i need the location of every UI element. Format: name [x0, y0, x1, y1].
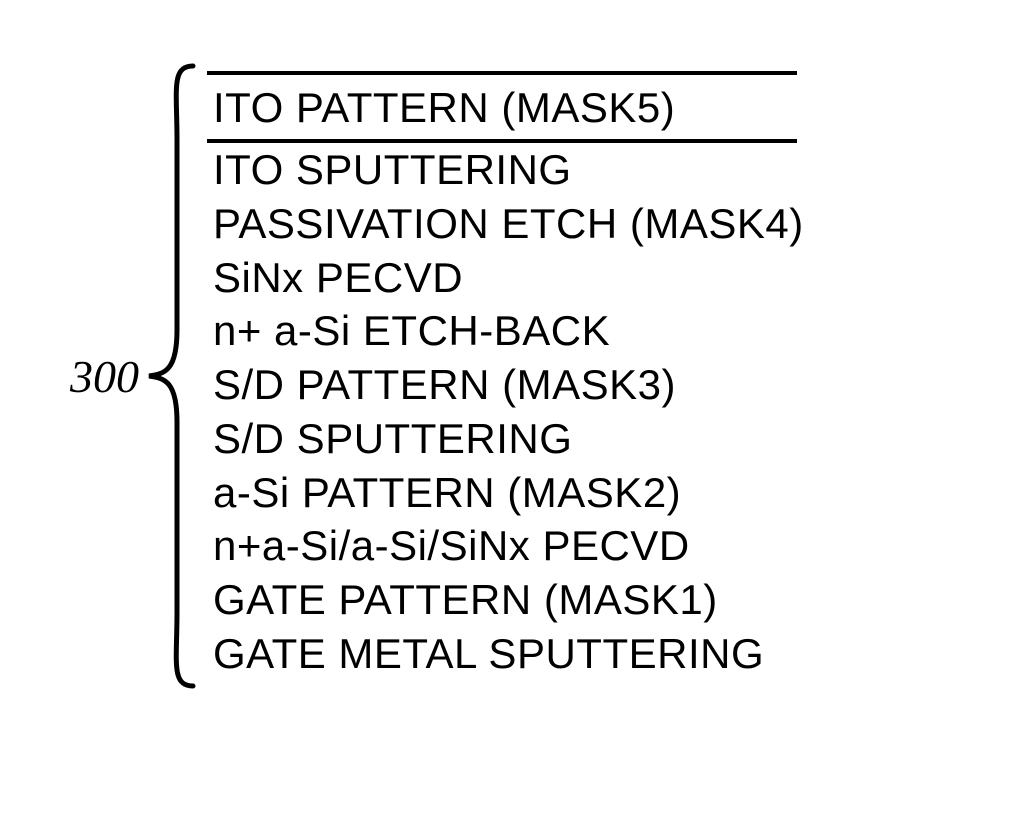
process-step: ITO PATTERN (MASK5) — [207, 81, 797, 135]
process-step: ITO SPUTTERING — [207, 143, 804, 197]
process-step: GATE PATTERN (MASK1) — [207, 573, 804, 627]
process-step: a-Si PATTERN (MASK2) — [207, 466, 804, 520]
diagram-container: 300 ITO PATTERN (MASK5) ITO SPUTTERING P… — [70, 60, 804, 692]
step-row-boxed: ITO PATTERN (MASK5) — [207, 79, 797, 143]
process-steps-block: ITO PATTERN (MASK5) ITO SPUTTERING PASSI… — [207, 71, 804, 680]
curly-brace-icon — [143, 60, 199, 692]
label-area: 300 — [70, 60, 199, 692]
process-step: S/D SPUTTERING — [207, 412, 804, 466]
process-step: SiNx PECVD — [207, 251, 804, 305]
top-rule — [207, 71, 797, 75]
process-step: GATE METAL SPUTTERING — [207, 627, 804, 681]
process-step: n+a-Si/a-Si/SiNx PECVD — [207, 519, 804, 573]
process-step: S/D PATTERN (MASK3) — [207, 358, 804, 412]
process-step: n+ a-Si ETCH-BACK — [207, 304, 804, 358]
process-step: PASSIVATION ETCH (MASK4) — [207, 197, 804, 251]
reference-number: 300 — [70, 350, 139, 403]
